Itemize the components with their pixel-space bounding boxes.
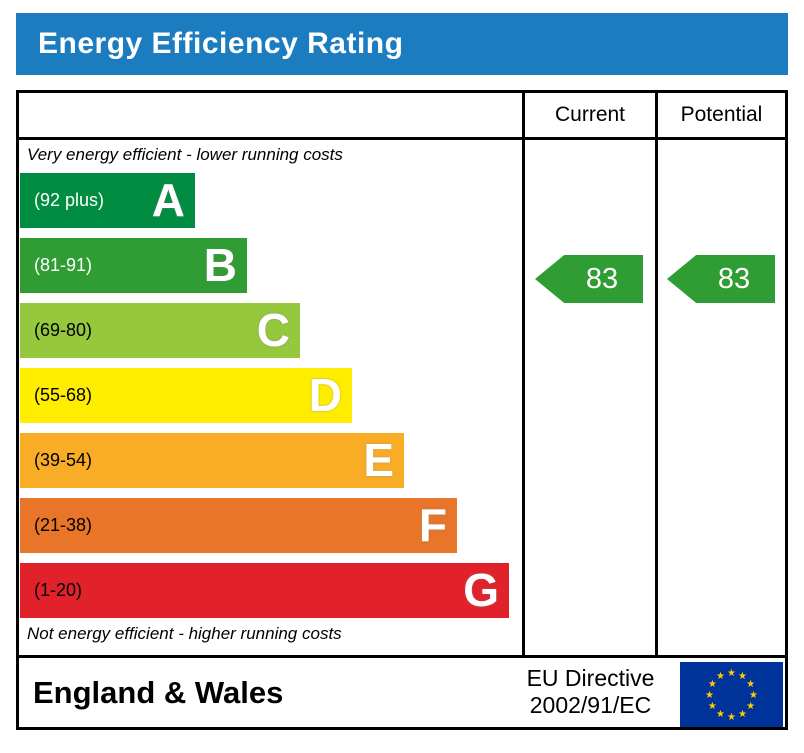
title-bar: Energy Efficiency Rating [16,13,788,75]
svg-text:★: ★ [749,690,758,701]
potential-rating-arrow: 83 [667,255,775,303]
eu-directive-text: EU Directive 2002/91/EC [512,665,669,719]
svg-text:★: ★ [716,671,725,682]
svg-text:★: ★ [746,679,755,690]
region-label: England & Wales [33,674,284,710]
current-rating-value: 83 [585,262,619,295]
band-row-e: (39-54) E [20,433,404,488]
eu-directive-line2: 2002/91/EC [529,692,652,718]
svg-text:★: ★ [727,712,736,723]
band-row-c: (69-80) C [20,303,300,358]
svg-text:★: ★ [746,701,755,712]
rating-table: Current Potential Very energy efficient … [16,90,788,730]
column-divider-current [522,93,525,658]
band-letter: A [151,174,185,226]
band-letter: F [418,499,447,551]
svg-text:★: ★ [738,671,747,682]
svg-text:★: ★ [708,701,717,712]
svg-text:★: ★ [727,668,736,679]
column-header-current: Current [554,103,626,126]
band-letter: D [308,369,342,421]
column-divider-potential [655,93,658,658]
band-range-label: (92 plus) [34,190,105,210]
svg-text:★: ★ [705,690,714,701]
band-letter: B [203,239,237,291]
current-rating-arrow: 83 [535,255,643,303]
top-note: Very energy efficient - lower running co… [27,145,343,164]
band-row-d: (55-68) D [20,368,352,423]
eu-flag-icon: ★ ★ ★ ★ ★ ★ ★ ★ ★ ★ ★ ★ [680,662,783,727]
band-row-g: (1-20) G [20,563,509,618]
band-row-b: (81-91) B [20,238,247,293]
band-letter: G [463,564,499,616]
svg-text:★: ★ [708,679,717,690]
header-underline [19,137,785,140]
band-row-a: (92 plus) A [20,173,195,228]
svg-text:★: ★ [716,709,725,720]
band-range-label: (21-38) [34,515,93,535]
band-letter: E [363,434,394,486]
column-header-potential: Potential [680,103,763,126]
potential-rating-value: 83 [717,262,751,295]
svg-text:★: ★ [738,709,747,720]
chart-bottom-line [19,655,785,658]
bottom-note: Not energy efficient - higher running co… [27,624,342,643]
eu-directive-line1: EU Directive [526,665,655,691]
band-range-label: (69-80) [34,320,93,340]
page-title: Energy Efficiency Rating [38,27,404,60]
band-range-label: (55-68) [34,385,93,405]
band-letter: C [256,304,290,356]
band-row-f: (21-38) F [20,498,457,553]
band-range-label: (81-91) [34,255,93,275]
band-range-label: (39-54) [34,450,93,470]
band-range-label: (1-20) [34,580,83,600]
